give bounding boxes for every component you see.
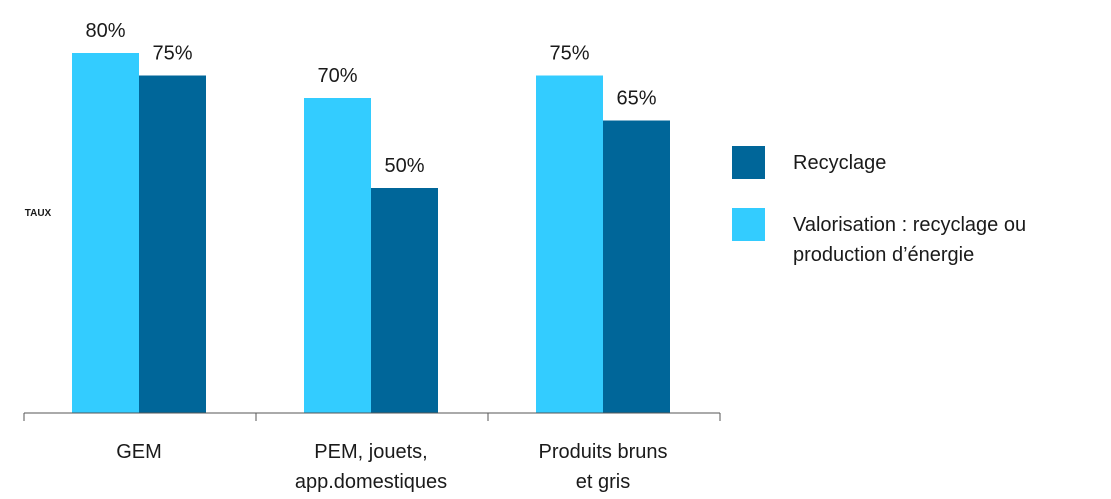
value-label-recyclage-0: 75%: [152, 43, 192, 65]
y-axis-label: TAUX: [25, 208, 52, 219]
category-label-1: PEM, jouets, app.domestiques: [295, 441, 447, 493]
value-label-recyclage-2: 65%: [616, 88, 656, 110]
legend-label-recyclage: Recyclage: [793, 152, 886, 174]
legend-swatch-recyclage: [732, 146, 765, 179]
legend-label-valorisation: Valorisation : recyclage ou production d’…: [793, 214, 1026, 266]
bar-valorisation-1: [304, 98, 371, 413]
category-label-2: Produits bruns et gris: [539, 441, 668, 493]
value-label-valorisation-2: 75%: [549, 43, 589, 65]
value-label-valorisation-1: 70%: [317, 65, 357, 87]
value-label-valorisation-0: 80%: [85, 20, 125, 42]
category-labels-group: GEM PEM, jouets, app.domestiques Produits b…: [116, 441, 667, 493]
value-labels-group: 80% 75% 70% 50% 75% 65%: [85, 20, 656, 177]
bars-group: [72, 53, 670, 413]
legend: Recyclage Valorisation : recyclage ou prod…: [732, 146, 1026, 266]
bar-recyclage-2: [603, 120, 670, 413]
category-label-0: GEM: [116, 441, 162, 463]
bar-valorisation-2: [536, 75, 603, 413]
bar-recyclage-1: [371, 188, 438, 413]
x-axis-ticks: [23, 413, 721, 421]
bar-valorisation-0: [72, 53, 139, 413]
legend-swatch-valorisation: [732, 208, 765, 241]
value-label-recyclage-1: 50%: [384, 155, 424, 177]
bar-recyclage-0: [139, 75, 206, 413]
